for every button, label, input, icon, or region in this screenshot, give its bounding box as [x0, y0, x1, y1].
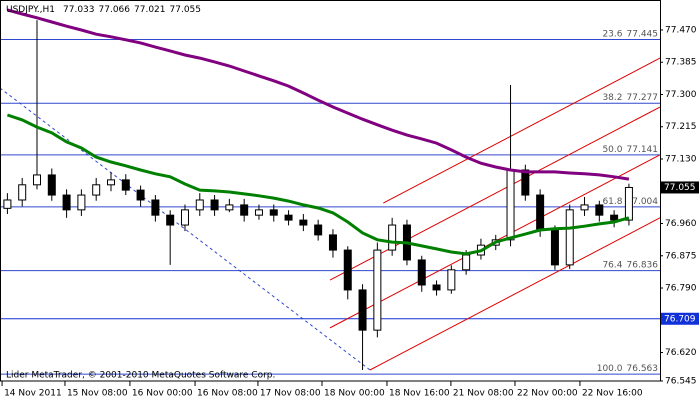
plot-border	[0, 0, 661, 382]
y-tick-label: 76.960	[665, 219, 697, 229]
candle-body	[3, 199, 12, 209]
header-value: 77.055	[170, 5, 202, 15]
fibo-price: 77.141	[627, 144, 659, 154]
candle-body	[225, 204, 234, 211]
fibo-ratio: 100.0	[597, 364, 623, 374]
candle-body	[92, 184, 101, 196]
candle-body	[358, 289, 367, 331]
candle-body	[195, 199, 204, 211]
fibo-ratio: 38.2	[602, 93, 622, 103]
symbol: USDJPY.,H1	[6, 5, 55, 15]
x-tick-label: 21 Nov 08:00	[453, 389, 514, 399]
bid-label: 77.055	[664, 183, 696, 193]
candle-body	[388, 224, 397, 251]
candle-body	[536, 194, 545, 231]
trendline	[383, 57, 661, 204]
fibo-label: 61.8 77.004	[602, 196, 658, 206]
fibo-price: 76.563	[627, 364, 659, 374]
candle-body	[284, 214, 293, 221]
fibo-label: 23.6 77.445	[602, 29, 658, 39]
candle-body	[506, 169, 515, 241]
y-tick-label: 76.620	[665, 348, 697, 358]
x-tick-label: 22 Nov 16:00	[582, 389, 643, 399]
fibo-ratio: 50.0	[602, 144, 622, 154]
candle-body	[166, 214, 175, 226]
header-value: 77.021	[134, 5, 166, 15]
fibo-label: 38.2 77.277	[602, 93, 658, 103]
candle-body	[47, 174, 56, 196]
candle-body	[121, 179, 130, 191]
x-tick-label: 18 Nov 00:00	[324, 389, 385, 399]
fibo-price: 77.277	[627, 93, 659, 103]
y-tick-label: 77.470	[665, 25, 697, 35]
trendline	[329, 106, 661, 281]
candle-body	[254, 209, 263, 216]
candle-body	[77, 194, 86, 211]
candle-body	[106, 179, 115, 186]
fibo-label: 100.0 76.563	[597, 364, 658, 374]
x-tick-label: 16 Nov 00:00	[132, 389, 193, 399]
x-tick-label: 16 Nov 08:00	[197, 389, 258, 399]
candle-body	[610, 214, 619, 221]
candle-body	[432, 284, 441, 291]
candle-body	[240, 204, 249, 216]
candle-body	[269, 209, 278, 216]
candle-body	[299, 219, 308, 226]
level-box	[661, 312, 699, 325]
fibo-label: 76.4 76.836	[602, 260, 658, 270]
candle-body	[550, 229, 559, 266]
y-tick-label: 77.385	[665, 58, 697, 68]
candle-body	[32, 174, 41, 186]
candle-body	[136, 189, 145, 201]
level-label: 76.709	[664, 314, 696, 324]
candle-body	[151, 199, 160, 216]
candle-body	[180, 209, 189, 226]
fibo-price: 77.445	[627, 29, 659, 39]
candle-body	[462, 254, 471, 271]
x-tick-label: 15 Nov 08:00	[67, 389, 128, 399]
y-tick-label: 76.875	[665, 251, 697, 261]
plot-area: 23.6 77.445 38.2 77.277 50.0 77.141 61.8 77.004…	[0, 8, 661, 375]
candle-body	[328, 234, 337, 251]
y-tick-label: 77.215	[665, 122, 697, 132]
fibo-ratio: 61.8	[602, 196, 622, 206]
candle-body	[314, 224, 323, 236]
candle-body	[343, 249, 352, 291]
candle-body	[210, 199, 219, 211]
candle-body	[565, 209, 574, 266]
trendline	[369, 217, 661, 371]
y-tick-label: 76.790	[665, 284, 697, 294]
moving-average	[6, 113, 630, 256]
y-tick-label: 76.545	[665, 377, 697, 387]
candle-body	[62, 194, 71, 211]
candle-body	[521, 169, 530, 196]
x-tick-label: 14 Nov 2011	[4, 389, 62, 399]
fibo-ratio: 76.4	[602, 260, 622, 270]
footer: Lider MetaTrader, © 2001-2010 MetaQuotes…	[6, 371, 275, 381]
fibo-price: 76.836	[627, 260, 659, 270]
y-tick-label: 77.130	[665, 155, 697, 165]
candle-body	[580, 204, 589, 211]
candle-body	[18, 184, 27, 201]
header-value: 77.066	[99, 5, 131, 15]
fibo-ratio: 23.6	[602, 29, 622, 39]
candle-body	[447, 269, 456, 291]
x-tick-label: 18 Nov 16:00	[389, 389, 450, 399]
fibo-price: 77.004	[627, 196, 659, 206]
candle-body	[595, 204, 604, 216]
candle-body	[624, 186, 633, 221]
y-tick-label: 77.300	[665, 90, 697, 100]
moving-average	[6, 8, 630, 181]
chart-header: USDJPY.,H1 77.033 77.066 77.021 77.055	[6, 5, 201, 15]
candle-body	[373, 249, 382, 331]
header-value: 77.033	[63, 5, 95, 15]
candle-body	[417, 259, 426, 286]
x-tick-label: 17 Nov 08:00	[260, 389, 321, 399]
bid-box	[661, 181, 699, 194]
fibo-label: 50.0 77.141	[602, 144, 658, 154]
x-tick-label: 22 Nov 00:00	[517, 389, 578, 399]
